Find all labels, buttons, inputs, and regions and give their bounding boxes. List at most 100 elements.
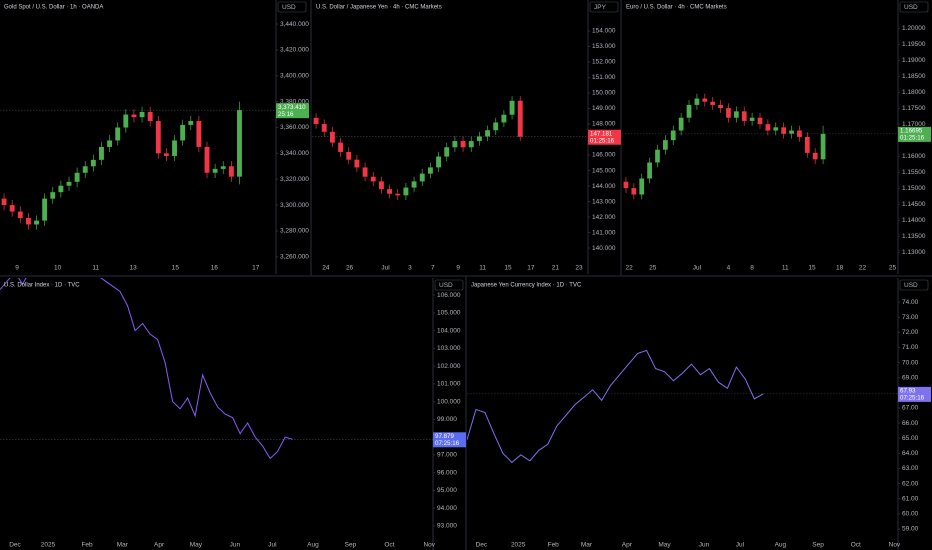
candle-body xyxy=(329,131,335,143)
x-tick-label: 18 xyxy=(836,265,844,272)
candle-body xyxy=(694,98,700,105)
candle-body xyxy=(321,124,327,132)
candle-body xyxy=(468,141,474,148)
y-tick-label: 61.00 xyxy=(902,495,919,502)
last-price-box xyxy=(276,103,309,119)
x-tick-label: 22 xyxy=(625,265,633,272)
y-tick-label: 1.16000 xyxy=(902,153,926,160)
y-tick-label: 73.00 xyxy=(902,314,919,321)
candle-body xyxy=(354,159,360,168)
x-tick-label: Apr xyxy=(154,542,165,549)
x-tick-label: 25 xyxy=(649,265,657,272)
last-price-label: 3,373.410 xyxy=(278,104,306,111)
y-tick-label: 100.000 xyxy=(437,398,461,405)
candle-body xyxy=(9,205,15,212)
y-tick-label: 144.000 xyxy=(592,183,616,190)
plot-area xyxy=(467,349,898,464)
countdown-label: 01:25:16 xyxy=(590,137,615,144)
candle-body xyxy=(346,151,352,160)
candle-body xyxy=(781,127,787,134)
candle-body xyxy=(773,127,779,131)
candle-body xyxy=(797,130,802,137)
y-tick-label: 141.000 xyxy=(592,229,616,236)
candle-body xyxy=(115,127,121,141)
candle-body xyxy=(517,100,523,137)
candle-body xyxy=(476,136,482,142)
candle-body xyxy=(74,172,80,182)
candle-body xyxy=(163,153,169,156)
x-tick-label: Mar xyxy=(581,542,593,549)
candle-body xyxy=(172,140,177,156)
candle-body xyxy=(804,136,810,153)
last-price-label: 67.93 xyxy=(900,388,916,395)
x-tick-label: 2025 xyxy=(511,542,526,549)
x-tick-label: Nov xyxy=(889,542,901,549)
x-tick-label: 15 xyxy=(808,265,816,272)
candle-body xyxy=(757,117,763,125)
plot-area xyxy=(0,101,276,230)
y-tick-label: 1.13500 xyxy=(902,233,926,240)
y-tick-label: 146.000 xyxy=(592,152,616,159)
y-tick-label: 1.20000 xyxy=(902,25,926,32)
x-tick-label: Oct xyxy=(384,542,394,549)
plot-area xyxy=(312,96,588,200)
candle-body xyxy=(237,110,242,177)
x-tick-label: 4 xyxy=(727,265,731,272)
candle-body xyxy=(726,108,731,118)
y-tick-label: 1.17000 xyxy=(902,121,926,128)
y-tick-label: 64.00 xyxy=(902,450,919,457)
y-tick-label: 3,320.000 xyxy=(280,176,309,183)
y-tick-label: 65.00 xyxy=(902,435,919,442)
y-tick-label: 74.00 xyxy=(902,299,919,306)
x-tick-label: 17 xyxy=(527,265,535,272)
candle-body xyxy=(155,121,161,154)
x-tick-label: May xyxy=(658,542,671,549)
candle-body xyxy=(741,111,747,121)
x-tick-label: Apr xyxy=(622,542,633,549)
candle-body xyxy=(1,198,7,206)
y-tick-label: 148.000 xyxy=(592,121,616,128)
candle-body xyxy=(131,114,137,118)
candle-body xyxy=(403,187,409,196)
candle-body xyxy=(370,176,376,182)
y-tick-label: 104.000 xyxy=(437,327,461,334)
x-tick-label: Jun xyxy=(699,542,710,549)
candle-body xyxy=(670,130,676,141)
x-tick-label: 25 xyxy=(889,265,897,272)
x-tick-label: Mar xyxy=(117,542,129,549)
currency-label: USD xyxy=(904,282,918,289)
countdown-label: 07:25:16 xyxy=(435,440,460,447)
candle-body xyxy=(107,140,113,147)
countdown-label: 07:25:16 xyxy=(900,395,925,402)
candle-body xyxy=(139,111,145,118)
panel: 154.000 153.000 152.000 151.000 150.000 149.0… xyxy=(312,0,621,274)
candle-body xyxy=(196,121,202,147)
candle-body xyxy=(25,218,31,225)
candle-body xyxy=(362,167,368,177)
candle-body xyxy=(180,124,186,141)
y-tick-label: 95.000 xyxy=(437,487,457,494)
last-price-label: 97.879 xyxy=(435,433,454,440)
x-tick-label: Nov xyxy=(423,542,435,549)
candle-body xyxy=(820,133,826,160)
last-price-box xyxy=(433,432,466,448)
y-tick-label: 1.18500 xyxy=(902,73,926,80)
y-tick-label: 72.00 xyxy=(902,329,919,336)
y-tick-label: 1.14000 xyxy=(902,217,926,224)
y-tick-label: 66.00 xyxy=(902,420,919,427)
y-tick-label: 69.00 xyxy=(902,374,919,381)
y-tick-label: 3,300.000 xyxy=(280,202,309,209)
y-tick-label: 96.000 xyxy=(437,469,457,476)
y-tick-label: 154.000 xyxy=(592,28,616,35)
currency-box xyxy=(899,279,929,291)
y-tick-label: 63.00 xyxy=(902,465,919,472)
last-price-box xyxy=(588,129,621,145)
panel: 106.000 105.000 104.000 103.000 102.000 101.0… xyxy=(0,278,466,550)
candle-body xyxy=(733,111,739,118)
y-tick-label: 1.19500 xyxy=(902,41,926,48)
y-tick-label: 151.000 xyxy=(592,74,616,81)
x-tick-label: 11 xyxy=(479,265,486,272)
candle-body xyxy=(411,181,417,188)
x-tick-label: 13 xyxy=(130,265,138,272)
